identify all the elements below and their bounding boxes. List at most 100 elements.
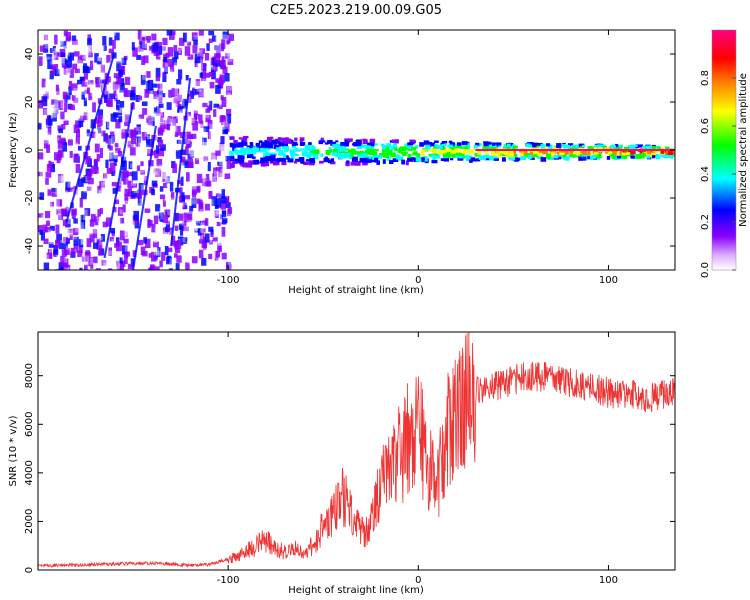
spectrogram-ytick-label: 40 xyxy=(24,48,35,61)
heatmap-cell xyxy=(660,150,665,154)
heatmap-cell xyxy=(160,116,164,123)
heatmap-cell xyxy=(266,136,272,142)
heatmap-cell xyxy=(116,219,122,227)
heatmap-cell xyxy=(83,188,88,193)
heatmap-cell xyxy=(404,147,410,151)
heatmap-cell xyxy=(97,114,102,124)
heatmap-cell xyxy=(222,121,229,129)
heatmap-cell xyxy=(199,208,203,219)
heatmap-cell xyxy=(162,71,167,77)
heatmap-cell xyxy=(78,150,82,157)
heatmap-cell xyxy=(173,44,178,52)
heatmap-cell xyxy=(140,74,146,85)
heatmap-cell xyxy=(107,209,114,220)
heatmap-cell xyxy=(48,196,52,206)
heatmap-cell xyxy=(104,66,110,72)
heatmap-cell xyxy=(225,202,231,209)
heatmap-cell xyxy=(462,144,466,147)
heatmap-cell xyxy=(63,30,68,37)
heatmap-cell xyxy=(167,154,174,162)
heatmap-cell xyxy=(452,150,459,154)
heatmap-cell xyxy=(528,154,532,160)
heatmap-cell xyxy=(204,89,210,99)
heatmap-cell xyxy=(102,88,107,98)
heatmap-cell xyxy=(186,63,191,68)
heatmap-cell xyxy=(66,47,70,57)
heatmap-cell xyxy=(49,201,54,207)
heatmap-cell xyxy=(53,59,57,64)
heatmap-cell xyxy=(41,214,47,223)
heatmap-cell xyxy=(154,171,161,177)
heatmap-cell xyxy=(187,93,192,103)
heatmap-cell xyxy=(397,148,402,154)
colorbar-tick-label: 0.2 xyxy=(700,214,711,230)
heatmap-cell xyxy=(130,137,137,145)
heatmap-cell xyxy=(459,146,466,149)
heatmap-cell xyxy=(351,143,358,146)
heatmap-cell xyxy=(91,248,96,256)
heatmap-cell xyxy=(68,52,75,61)
heatmap-cell xyxy=(69,68,74,78)
heatmap-cell xyxy=(184,161,190,168)
heatmap-cell xyxy=(73,51,80,57)
heatmap-cell xyxy=(149,94,154,99)
heatmap-cell xyxy=(44,226,51,233)
heatmap-cell xyxy=(138,45,144,52)
heatmap-cell xyxy=(392,158,399,163)
heatmap-cell xyxy=(95,112,100,122)
heatmap-cell xyxy=(267,152,273,156)
heatmap-cell xyxy=(47,126,52,135)
heatmap-cell xyxy=(212,56,216,66)
heatmap-cell xyxy=(61,86,67,95)
heatmap-cell xyxy=(141,40,148,49)
heatmap-cell xyxy=(153,235,158,244)
heatmap-cell xyxy=(242,138,247,143)
heatmap-cell xyxy=(529,150,534,155)
heatmap-cell xyxy=(191,190,197,200)
heatmap-cell xyxy=(275,148,281,152)
heatmap-cell xyxy=(239,149,246,154)
colorbar-tick-label: 0.6 xyxy=(700,118,711,134)
heatmap-cell xyxy=(53,244,59,255)
heatmap-cell xyxy=(323,158,330,163)
heatmap-cell xyxy=(65,36,71,42)
heatmap-cell xyxy=(79,197,83,208)
heatmap-cell xyxy=(42,92,47,97)
heatmap-cell xyxy=(133,127,139,135)
heatmap-cell xyxy=(175,143,180,152)
heatmap-cell xyxy=(88,229,93,235)
heatmap-cell xyxy=(217,238,222,249)
heatmap-cell xyxy=(82,247,88,254)
heatmap-cell xyxy=(94,223,100,229)
heatmap-cell xyxy=(218,193,223,199)
heatmap-cell xyxy=(61,208,67,215)
heatmap-cell xyxy=(52,63,59,70)
heatmap-cell xyxy=(171,123,178,132)
heatmap-cell xyxy=(200,71,207,82)
heatmap-cell xyxy=(227,92,231,102)
heatmap-cell xyxy=(214,210,219,219)
heatmap-cell xyxy=(354,141,359,146)
heatmap-cell xyxy=(195,102,202,107)
heatmap-cell xyxy=(447,144,454,148)
heatmap-cell xyxy=(162,214,169,223)
heatmap-cell xyxy=(102,242,107,249)
heatmap-cell xyxy=(58,42,63,50)
heatmap-cell xyxy=(65,219,71,228)
heatmap-cell xyxy=(57,206,63,212)
heatmap-cell xyxy=(180,149,186,156)
heatmap-cell xyxy=(97,216,103,221)
heatmap-cell xyxy=(100,59,105,66)
heatmap-cell xyxy=(45,210,51,219)
heatmap-cell xyxy=(56,198,60,209)
heatmap-cell xyxy=(75,103,81,110)
heatmap-cell xyxy=(139,263,144,270)
heatmap-cell xyxy=(117,85,121,94)
heatmap-cell xyxy=(158,218,163,227)
heatmap-cell xyxy=(215,179,219,188)
heatmap-cell xyxy=(50,164,56,173)
heatmap-cell xyxy=(324,142,329,145)
heatmap-cell xyxy=(168,89,173,98)
heatmap-cell xyxy=(464,149,470,152)
heatmap-cell xyxy=(118,92,124,98)
